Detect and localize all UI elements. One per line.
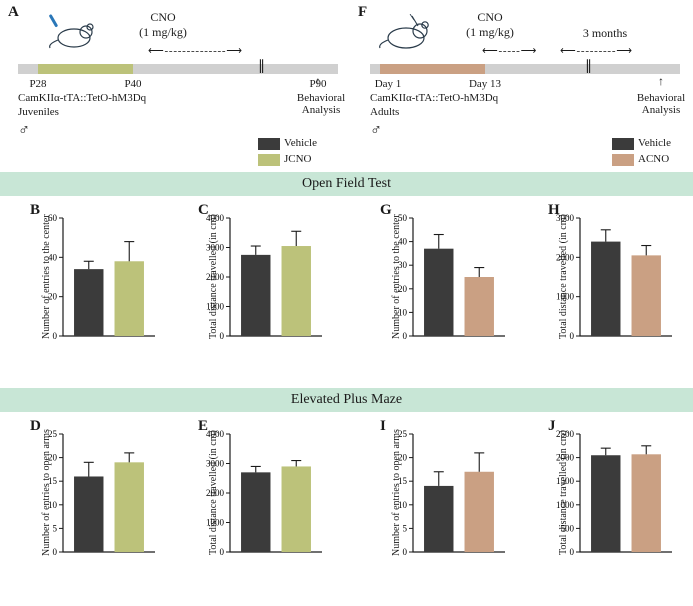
cno-label-f: CNO (1 mg/kg) bbox=[445, 10, 535, 40]
svg-text:0: 0 bbox=[53, 331, 58, 341]
panel-label-i: I bbox=[380, 418, 386, 435]
chart-g: Number of entries to the center010203040… bbox=[405, 212, 535, 342]
svg-text:5: 5 bbox=[53, 523, 58, 533]
tick-day1: Day 1 bbox=[375, 78, 402, 90]
three-months: 3 months bbox=[565, 26, 645, 41]
behav-label-f: Behavioral Analysis bbox=[626, 92, 693, 116]
legend-swatch bbox=[612, 138, 634, 150]
svg-text:0: 0 bbox=[403, 547, 408, 557]
panel-label-g: G bbox=[380, 202, 392, 219]
cno-line2: (1 mg/kg) bbox=[118, 25, 208, 40]
mouse-icon bbox=[378, 14, 434, 55]
legend-label: ACNO bbox=[638, 153, 669, 165]
tick-p40: P40 bbox=[124, 78, 141, 90]
male-symbol-f: ♂ bbox=[370, 122, 382, 140]
break-mark-f: ∥ bbox=[585, 58, 592, 75]
chart-c: Total distance travelled (in cm)01000200… bbox=[222, 212, 352, 342]
legend-label: Vehicle bbox=[638, 137, 671, 149]
legend-label: Vehicle bbox=[284, 137, 317, 149]
cno-line1: CNO bbox=[118, 10, 208, 25]
svg-text:0: 0 bbox=[53, 547, 58, 557]
break-mark-a: ∥ bbox=[258, 58, 265, 75]
legend-swatch bbox=[258, 154, 280, 166]
chart-h: Total distance travelled (in cm)01000200… bbox=[572, 212, 693, 342]
cno-label-a: CNO (1 mg/kg) bbox=[118, 10, 208, 40]
chart-b: Number of entries to the center0204060 bbox=[55, 212, 185, 342]
y-title: Number of entries to open arms bbox=[41, 428, 52, 558]
timeline-fill-f bbox=[380, 64, 485, 74]
y-title: Number of entries to the center bbox=[41, 212, 52, 342]
legend-label: JCNO bbox=[284, 153, 312, 165]
figure-root: A F CNO (1 mg/kg) ⟵ - - - - - - - - - - … bbox=[0, 0, 693, 606]
svg-text:5: 5 bbox=[403, 523, 408, 533]
timeline-a: CNO (1 mg/kg) ⟵ - - - - - - - - - - - - … bbox=[18, 8, 338, 148]
y-title: Number of entries to the center bbox=[391, 212, 402, 342]
svg-text:0: 0 bbox=[220, 547, 225, 557]
tick-p28: P28 bbox=[29, 78, 46, 90]
panel-label-d: D bbox=[30, 418, 41, 435]
arrow-span-f1: ⟵ - - - - - ⟶ bbox=[482, 44, 535, 57]
arrow-span-a: ⟵ - - - - - - - - - - - - - - ⟶ bbox=[148, 44, 241, 57]
svg-text:0: 0 bbox=[570, 331, 575, 341]
cno-line1: CNO bbox=[445, 10, 535, 25]
strain-f: CamKIIα-tTA::TetO-hM3Dq bbox=[370, 92, 498, 104]
group-f: Adults bbox=[370, 106, 399, 118]
tick-day13: Day 13 bbox=[469, 78, 501, 90]
section-epm: Elevated Plus Maze bbox=[0, 388, 693, 412]
male-symbol-a: ♂ bbox=[18, 122, 30, 140]
panel-label-j: J bbox=[548, 418, 556, 435]
timeline-fill-a bbox=[38, 64, 133, 74]
chart-j: Total distance travelled (in cm)05001000… bbox=[572, 428, 693, 558]
chart-e: Total distance travelled (in cm)01000200… bbox=[222, 428, 352, 558]
y-title: Total distance travelled (in cm) bbox=[208, 212, 219, 342]
section-oft: Open Field Test bbox=[0, 172, 693, 196]
y-title: Total distance travelled (in cm) bbox=[558, 428, 569, 558]
group-a: Juveniles bbox=[18, 106, 59, 118]
panel-label-b: B bbox=[30, 202, 40, 219]
y-title: Total distance travelled (in cm) bbox=[558, 212, 569, 342]
legend-swatch bbox=[612, 154, 634, 166]
panel-label-f: F bbox=[358, 4, 367, 21]
chart-i: Number of entries to open arms0510152025 bbox=[405, 428, 535, 558]
mouse-icon bbox=[46, 14, 98, 55]
arrow-span-f2: ⟵ - - - - - - - - - ⟶ bbox=[560, 44, 631, 57]
strain-a: CamKIIα-tTA::TetO-hM3Dq bbox=[18, 92, 146, 104]
behav-arrow-a: ↑ bbox=[315, 74, 321, 89]
behav-arrow-f: ↑ bbox=[658, 74, 664, 89]
cno-line2: (1 mg/kg) bbox=[445, 25, 535, 40]
svg-text:0: 0 bbox=[220, 331, 225, 341]
svg-text:0: 0 bbox=[570, 547, 575, 557]
legend-swatch bbox=[258, 138, 280, 150]
chart-d: Number of entries to open arms0510152025 bbox=[55, 428, 185, 558]
y-title: Total distance travelled (in cm) bbox=[208, 428, 219, 558]
behav-label-a: Behavioral Analysis bbox=[286, 92, 356, 116]
y-title: Number of entries to open arms bbox=[391, 428, 402, 558]
timeline-f: CNO (1 mg/kg) 3 months ⟵ - - - - - ⟶ ⟵ -… bbox=[370, 8, 680, 148]
svg-text:0: 0 bbox=[403, 331, 408, 341]
